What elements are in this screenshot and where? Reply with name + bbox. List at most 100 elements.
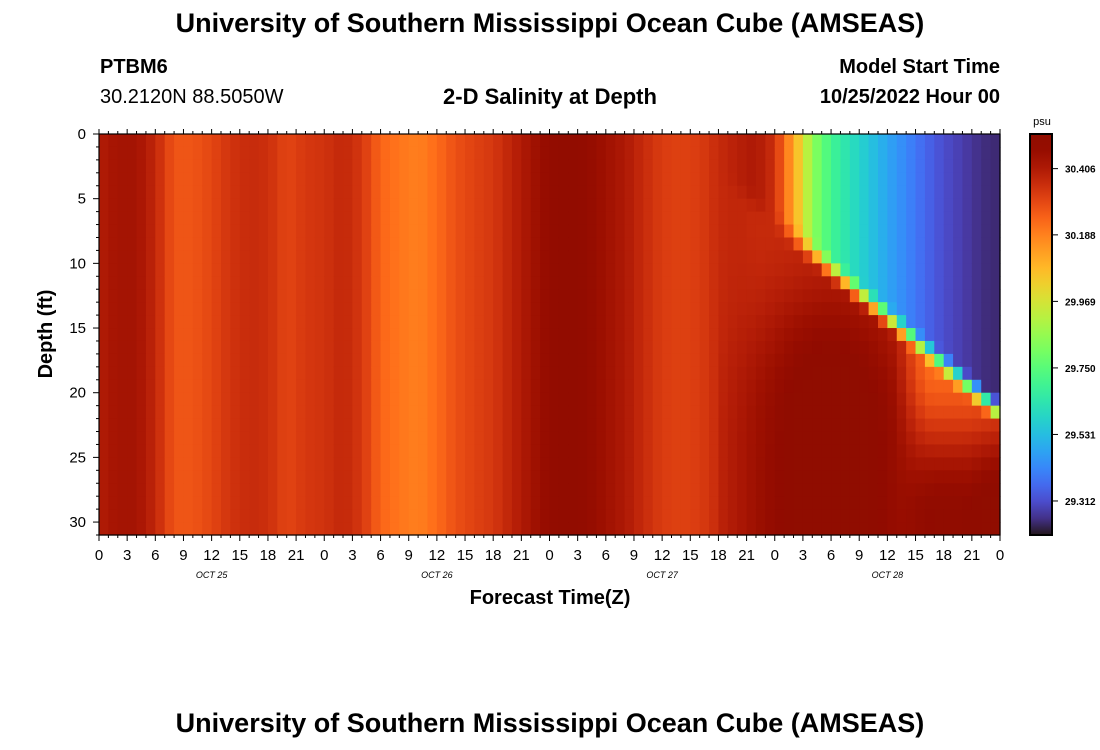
x-tick-label: 18 [260, 547, 277, 564]
heatmap-cell [493, 250, 504, 264]
heatmap-cell [540, 134, 551, 148]
heatmap-cell [990, 470, 1001, 484]
heatmap-cell [624, 134, 635, 148]
heatmap-cell [371, 263, 382, 277]
heatmap-cell [549, 496, 560, 510]
heatmap-cell [446, 315, 457, 329]
heatmap-cell [924, 522, 935, 536]
heatmap-cell [333, 509, 344, 523]
heatmap-cell [971, 134, 982, 148]
heatmap-cell [465, 276, 476, 290]
heatmap-cell [652, 418, 663, 433]
heatmap-cell [408, 340, 419, 355]
heatmap-cell [277, 315, 288, 329]
heatmap-cell [849, 470, 860, 484]
heatmap-cell [145, 366, 156, 381]
heatmap-cell [249, 146, 260, 161]
heatmap-cell [971, 457, 982, 471]
heatmap-cell [211, 418, 222, 433]
heatmap-cell [521, 379, 532, 394]
heatmap-cell [718, 250, 729, 264]
heatmap-cell [352, 483, 363, 497]
heatmap-cell [943, 353, 954, 368]
heatmap-cell [990, 211, 1001, 226]
heatmap-cell [924, 457, 935, 471]
heatmap-cell [446, 496, 457, 510]
heatmap-cell [258, 405, 269, 420]
heatmap-cell [455, 315, 466, 329]
heatmap-cell [427, 379, 438, 394]
heatmap-cell [699, 522, 710, 536]
heatmap-cell [821, 509, 832, 523]
heatmap-cell [483, 146, 494, 161]
heatmap-cell [249, 418, 260, 433]
heatmap-cell [202, 159, 213, 174]
heatmap-cell [587, 302, 598, 316]
heatmap-cell [455, 366, 466, 381]
heatmap-cell [221, 146, 231, 161]
heatmap-cell [117, 353, 128, 368]
heatmap-cell [389, 263, 400, 277]
heatmap-cell [249, 483, 260, 497]
heatmap-cell [802, 263, 813, 277]
heatmap-cell [943, 302, 954, 316]
heatmap-cell [924, 444, 935, 458]
heatmap-cell [164, 146, 175, 161]
heatmap-cell [474, 392, 485, 407]
heatmap-cell [652, 134, 663, 148]
heatmap-cell [155, 211, 166, 226]
heatmap-cell [577, 496, 588, 510]
heatmap-cell [408, 134, 419, 148]
heatmap-cell [699, 237, 710, 252]
heatmap-cell [530, 431, 541, 446]
heatmap-cell [652, 496, 663, 510]
x-tick-label: 3 [123, 547, 131, 564]
heatmap-cell [371, 431, 382, 446]
heatmap-cell [709, 315, 720, 329]
heatmap-cell [183, 224, 194, 239]
heatmap-cell [521, 172, 532, 187]
heatmap-cell [277, 457, 288, 471]
heatmap-cell [793, 405, 804, 420]
heatmap-cell [117, 340, 128, 355]
heatmap-cell [530, 237, 541, 252]
heatmap-cell [680, 457, 691, 471]
heatmap-cell [483, 496, 494, 510]
heatmap-cell [408, 522, 419, 536]
heatmap-cell [821, 211, 832, 226]
heatmap-cell [962, 483, 973, 497]
heatmap-cell [849, 366, 860, 381]
heatmap-cell [943, 159, 954, 174]
heatmap-cell [455, 470, 466, 484]
heatmap-cell [981, 522, 992, 536]
heatmap-cell [605, 185, 616, 200]
heatmap-cell [343, 392, 354, 407]
heatmap-cell [624, 263, 635, 277]
heatmap-cell [305, 263, 316, 277]
heatmap-cell [953, 224, 964, 239]
heatmap-cell [962, 224, 973, 239]
heatmap-cell [380, 315, 391, 329]
heatmap-cell [784, 392, 795, 407]
heatmap-cell [465, 224, 476, 239]
heatmap-cell [108, 250, 119, 264]
heatmap-cell [145, 353, 156, 368]
heatmap-cell [915, 302, 926, 316]
heatmap-cell [774, 405, 785, 420]
heatmap-cell [849, 328, 860, 342]
heatmap-cell [549, 353, 560, 368]
heatmap-cell [465, 392, 476, 407]
heatmap-cell [821, 522, 832, 536]
heatmap-cell [727, 379, 738, 394]
heatmap-cell [305, 224, 316, 239]
heatmap-cell [249, 405, 260, 420]
heatmap-cell [652, 328, 663, 342]
heatmap-cell [155, 185, 166, 200]
heatmap-cell [277, 250, 288, 264]
heatmap-cell [709, 289, 720, 303]
heatmap-cell [465, 172, 476, 187]
heatmap-cell [699, 289, 710, 303]
heatmap-cell [333, 444, 344, 458]
heatmap-cell [877, 289, 888, 303]
heatmap-cell [455, 353, 466, 368]
